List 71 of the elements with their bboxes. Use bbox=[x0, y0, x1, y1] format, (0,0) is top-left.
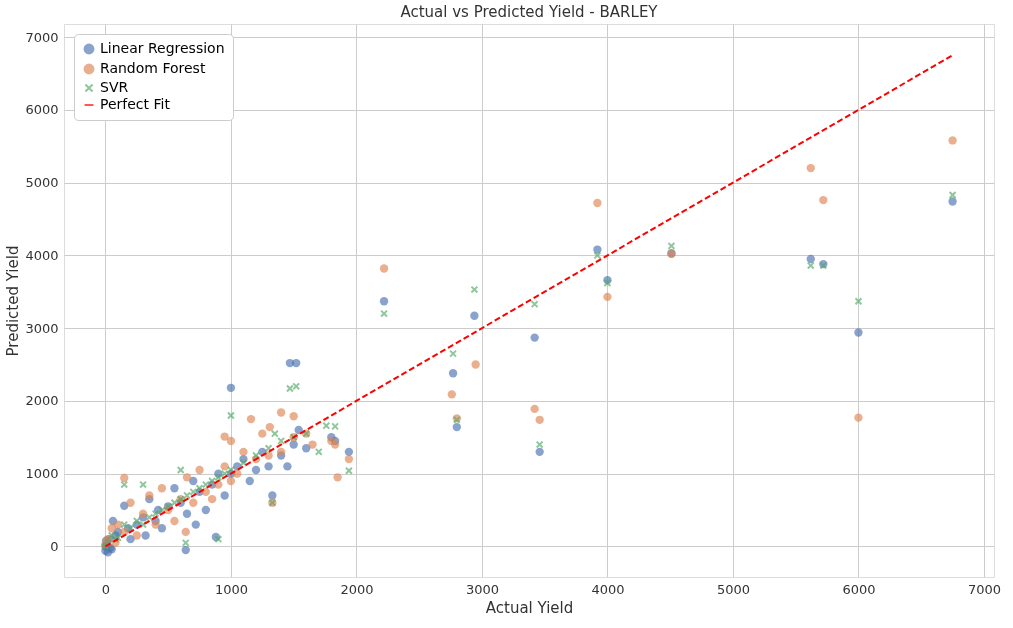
legend-label: SVR bbox=[100, 79, 129, 95]
x-tick-label: 5000 bbox=[716, 581, 750, 597]
point bbox=[806, 261, 815, 270]
y-tick-label: 0 bbox=[50, 538, 59, 554]
x-tick-label: 3000 bbox=[465, 581, 499, 597]
point bbox=[264, 451, 273, 460]
y-tick-label: 7000 bbox=[25, 29, 59, 45]
point bbox=[145, 491, 154, 500]
point bbox=[120, 480, 129, 489]
point bbox=[207, 494, 217, 504]
y-tick-label: 3000 bbox=[25, 320, 59, 336]
x-tick-label: 2000 bbox=[340, 581, 374, 597]
point bbox=[113, 520, 123, 529]
point bbox=[530, 404, 539, 414]
point bbox=[132, 531, 141, 540]
legend-label: Linear Regression bbox=[100, 40, 225, 56]
point bbox=[265, 422, 275, 432]
point bbox=[289, 412, 298, 421]
point bbox=[327, 436, 336, 446]
point bbox=[471, 360, 480, 369]
x-tick-label: 6000 bbox=[842, 581, 876, 597]
point bbox=[246, 414, 256, 424]
point bbox=[233, 469, 242, 478]
point bbox=[239, 447, 248, 457]
point bbox=[151, 520, 160, 529]
chart-title: Actual vs Predicted Yield - BARLEY bbox=[400, 3, 659, 21]
x-tick-label: 7000 bbox=[967, 581, 1002, 597]
point bbox=[379, 264, 389, 273]
point bbox=[182, 473, 192, 482]
y-tick-label: 4000 bbox=[25, 247, 59, 263]
point bbox=[948, 136, 957, 145]
x-tick-label: 1000 bbox=[214, 581, 248, 597]
point bbox=[447, 390, 456, 399]
point bbox=[226, 476, 236, 486]
x-tick-label: 4000 bbox=[591, 581, 625, 597]
point bbox=[120, 473, 129, 483]
point bbox=[854, 297, 863, 306]
point bbox=[258, 429, 267, 438]
point bbox=[195, 465, 204, 475]
x-tick-label: 0 bbox=[101, 581, 111, 597]
y-tick-label: 1000 bbox=[25, 466, 59, 482]
y-axis-title: Predicted Yield bbox=[4, 245, 23, 357]
point bbox=[157, 484, 167, 493]
point bbox=[276, 408, 286, 417]
legend-label: Perfect Fit bbox=[100, 96, 171, 112]
point bbox=[333, 473, 342, 482]
point bbox=[170, 516, 179, 526]
point bbox=[189, 498, 198, 507]
point bbox=[181, 527, 190, 537]
legend-label: Random Forest bbox=[100, 60, 206, 76]
point bbox=[535, 415, 544, 425]
point bbox=[603, 292, 612, 302]
point bbox=[806, 163, 815, 173]
point bbox=[819, 195, 828, 205]
x-axis-title: Actual Yield bbox=[485, 598, 574, 617]
point bbox=[220, 462, 229, 471]
point bbox=[593, 198, 602, 208]
point bbox=[138, 509, 148, 518]
y-tick-label: 6000 bbox=[25, 102, 59, 118]
point bbox=[220, 432, 229, 441]
point bbox=[176, 466, 185, 474]
point bbox=[308, 440, 317, 449]
point bbox=[276, 447, 286, 457]
point bbox=[126, 498, 135, 507]
y-tick-label: 2000 bbox=[25, 393, 59, 409]
y-tick-label: 5000 bbox=[25, 175, 59, 191]
point bbox=[535, 440, 544, 449]
point bbox=[226, 436, 236, 446]
point bbox=[344, 466, 353, 475]
point bbox=[854, 413, 863, 422]
point bbox=[344, 454, 354, 464]
